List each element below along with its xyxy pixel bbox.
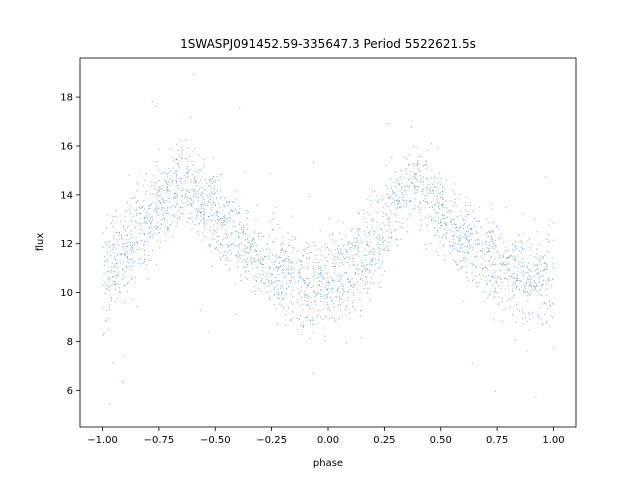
x-axis-label: phase (313, 458, 343, 469)
chart-title: 1SWASPJ091452.59-335647.3 Period 5522621… (180, 37, 476, 51)
x-axis-ticks: −1.00 −0.75 −0.50 −0.25 0.00 0.25 0.50 0.75 1.00 (87, 427, 565, 446)
x-tick-label: −0.25 (256, 435, 287, 446)
x-tick-label: 0.25 (373, 435, 395, 446)
y-axis-ticks: 6 8 10 12 14 16 18 (60, 93, 80, 397)
y-tick-label: 18 (60, 93, 73, 104)
y-tick-label: 8 (67, 337, 73, 348)
x-tick-label: −0.75 (144, 435, 175, 446)
y-tick-label: 14 (60, 190, 73, 201)
y-tick-label: 6 (67, 386, 73, 397)
x-tick-label: 0.00 (317, 435, 339, 446)
x-tick-label: −1.00 (87, 435, 118, 446)
x-tick-label: 0.75 (486, 435, 508, 446)
y-axis-label: flux (35, 233, 46, 252)
y-tick-label: 12 (60, 239, 73, 250)
x-tick-label: 1.00 (542, 435, 564, 446)
x-tick-label: 0.50 (430, 435, 452, 446)
x-tick-label: −0.50 (200, 435, 231, 446)
y-tick-label: 10 (60, 288, 73, 299)
y-tick-label: 16 (60, 141, 73, 152)
